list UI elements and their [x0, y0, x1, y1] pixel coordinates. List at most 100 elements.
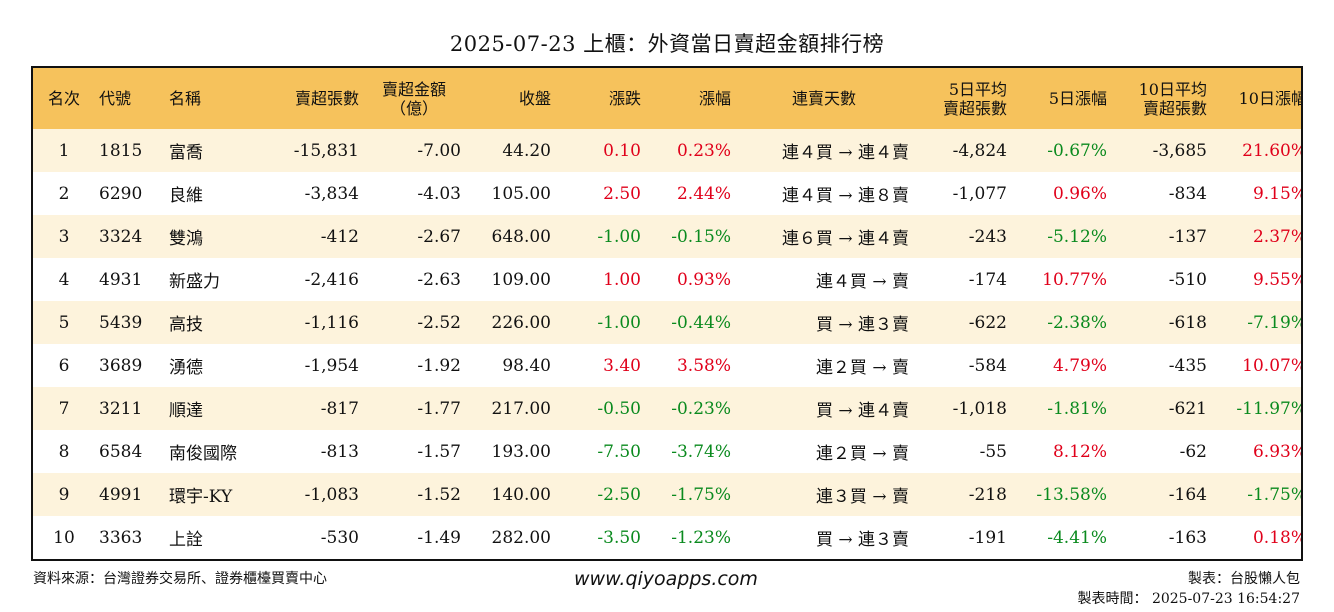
cell-avg5: -191	[968, 527, 1007, 548]
cell-rank: 8	[58, 441, 70, 462]
cell-change-pct: 2.44%	[676, 183, 731, 204]
cell-name: 順達	[169, 401, 203, 421]
cell-rank: 5	[58, 312, 70, 333]
cell-pct10: 2.37%	[1252, 226, 1303, 247]
cell-sell-amt: -1.77	[417, 398, 461, 419]
cell-code: 3324	[99, 226, 143, 247]
cell-pct10: -11.97%	[1236, 398, 1303, 419]
cell-close: 217.00	[491, 398, 551, 419]
cell-name: 富喬	[169, 143, 203, 163]
cell-sell-qty: -412	[320, 226, 359, 247]
cell-streak: 買 → 連３賣	[815, 315, 909, 335]
col-header-close: 收盤	[518, 89, 551, 108]
page-title: 2025-07-23 上櫃：外資當日賣超金額排行榜	[449, 32, 885, 56]
cell-avg10: -164	[1168, 484, 1207, 505]
cell-avg10: -618	[1168, 312, 1207, 333]
cell-name: 高技	[169, 315, 203, 335]
cell-avg10: -3,685	[1152, 140, 1207, 161]
table-row: 1 1815 富喬 -15,831 -7.00 44.20 0.10 0.23% 連４買 → 連…	[33, 129, 1301, 172]
cell-change-pct: -0.23%	[671, 398, 731, 419]
cell-avg5: -243	[968, 226, 1007, 247]
data-source: 資料來源：台灣證券交易所、證券櫃檯買賣中心	[33, 571, 327, 587]
cell-streak: 連６買 → 連４賣	[781, 229, 909, 249]
cell-change-pct: -0.15%	[671, 226, 731, 247]
cell-change-pct: -1.23%	[671, 527, 731, 548]
cell-avg10: -435	[1168, 355, 1207, 376]
cell-avg10: -621	[1168, 398, 1207, 419]
website-link[interactable]: www.qiyoapps.com	[574, 568, 758, 590]
table-row: 7 3211 順達 -817 -1.77 217.00 -0.50 -0.23% 買 → 連４賣…	[33, 387, 1303, 430]
cell-change-pct: 0.23%	[676, 140, 731, 161]
cell-rank: 10	[53, 527, 75, 548]
cell-sell-qty: -2,416	[304, 269, 359, 290]
cell-close: 226.00	[491, 312, 551, 333]
cell-pct5: -1.81%	[1047, 398, 1107, 419]
cell-pct5: 0.96%	[1052, 183, 1107, 204]
cell-avg10: -62	[1179, 441, 1207, 462]
cell-sell-amt: -4.03	[417, 183, 461, 204]
cell-name: 湧德	[169, 358, 203, 378]
table-row: 5 5439 高技 -1,116 -2.52 226.00 -1.00 -0.44% 買 → 連…	[33, 301, 1303, 344]
table-row: 4 4931 新盛力 -2,416 -2.63 109.00 1.00 0.93% 連４買 → …	[33, 258, 1303, 301]
col-header-pct10: 10日漲幅	[1238, 89, 1303, 108]
col-header-change: 漲跌	[608, 89, 641, 108]
cell-pct10: 0.18%	[1252, 527, 1303, 548]
cell-change-pct: 0.93%	[676, 269, 731, 290]
table-row: 6 3689 湧德 -1,954 -1.92 98.40 3.40 3.58% 連２買 → 賣 -…	[33, 344, 1301, 387]
cell-name: 環宇-KY	[169, 487, 233, 507]
cell-streak: 連４買 → 連４賣	[781, 143, 909, 163]
cell-avg10: -137	[1168, 226, 1207, 247]
cell-change-pct: -0.44%	[671, 312, 731, 333]
table-row: 8 6584 南俊國際 -813 -1.57 193.00 -7.50 -3.74% 連２買 →…	[33, 430, 1301, 473]
cell-change: -1.00	[597, 312, 641, 333]
cell-close: 282.00	[491, 527, 551, 548]
col-header-change-pct: 漲幅	[698, 89, 731, 108]
cell-sell-qty: -1,954	[304, 355, 359, 376]
col-header-streak: 連賣天數	[791, 89, 856, 108]
cell-rank: 9	[58, 484, 70, 505]
cell-change-pct: -3.74%	[671, 441, 731, 462]
col-header-pct5: 5日漲幅	[1048, 89, 1107, 108]
header-row: 名次 代號 名稱 賣超張數 賣超金額 （億） 收盤 漲跌 漲幅 連賣天數 5日平均…	[33, 68, 1303, 129]
cell-avg5: -4,824	[952, 140, 1007, 161]
cell-change: -2.50	[597, 484, 641, 505]
cell-code: 4991	[99, 484, 143, 505]
cell-sell-amt: -1.57	[417, 441, 461, 462]
cell-rank: 2	[58, 183, 70, 204]
cell-sell-qty: -3,834	[304, 183, 359, 204]
cell-change: -3.50	[597, 527, 641, 548]
cell-sell-amt: -1.52	[417, 484, 461, 505]
cell-pct5: 10.77%	[1042, 269, 1107, 290]
col-header-code: 代號	[99, 89, 132, 108]
cell-code: 1815	[99, 140, 143, 161]
cell-rank: 4	[58, 269, 70, 290]
cell-rank: 1	[58, 140, 70, 161]
cell-name: 上詮	[169, 530, 203, 550]
col-header-rank: 名次	[47, 89, 80, 108]
made-time: 製表時間： 2025-07-23 16:54:27	[1077, 591, 1301, 607]
cell-pct10: -7.19%	[1247, 312, 1303, 333]
cell-sell-amt: -1.49	[417, 527, 461, 548]
cell-sell-qty: -530	[320, 527, 359, 548]
cell-avg5: -55	[979, 441, 1007, 462]
cell-close: 44.20	[502, 140, 551, 161]
cell-pct5: 8.12%	[1052, 441, 1107, 462]
cell-code: 6584	[99, 441, 143, 462]
cell-close: 105.00	[491, 183, 551, 204]
cell-name: 新盛力	[169, 272, 220, 292]
cell-code: 4931	[99, 269, 143, 290]
cell-change: 3.40	[603, 355, 641, 376]
col-header-avg5: 5日平均 賣超張數	[942, 79, 1007, 118]
cell-pct10: 9.55%	[1252, 269, 1303, 290]
cell-avg5: -1,018	[952, 398, 1007, 419]
table-row: 2 6290 良維 -3,834 -4.03 105.00 2.50 2.44% 連４買 → 連…	[33, 172, 1301, 215]
cell-code: 3363	[99, 527, 143, 548]
cell-avg5: -218	[968, 484, 1007, 505]
cell-streak: 連２買 → 賣	[815, 358, 909, 378]
cell-avg10: -834	[1168, 183, 1207, 204]
cell-change: -1.00	[597, 226, 641, 247]
cell-code: 3211	[99, 398, 143, 419]
cell-sell-qty: -1,116	[304, 312, 359, 333]
cell-rank: 3	[58, 226, 70, 247]
cell-streak: 連４買 → 連８賣	[781, 186, 909, 206]
